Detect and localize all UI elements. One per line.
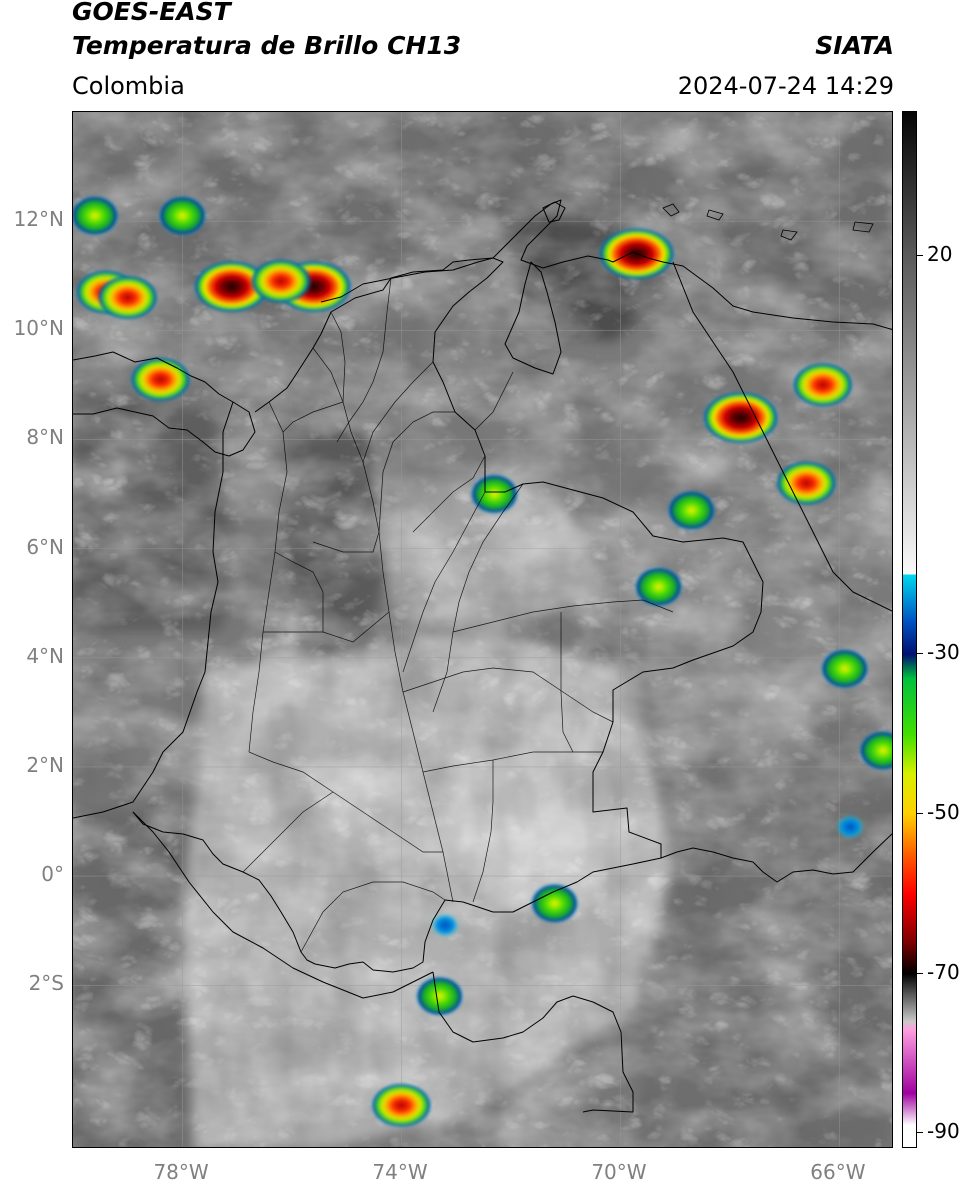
lon-tick-label-0: 78°W — [153, 1160, 209, 1184]
pacific-coastline — [73, 401, 234, 819]
island-bonaire — [780, 229, 798, 241]
lat-tick-label-1: 10°N — [13, 316, 64, 341]
colorbar-tick-label-2: -50 — [927, 799, 960, 824]
dept-border-21 — [312, 531, 380, 553]
colorbar-fill — [903, 112, 916, 1147]
dept-border-12 — [472, 760, 494, 903]
convective-cells — [73, 195, 892, 1128]
satellite-map[interactable] — [72, 111, 893, 1148]
lon-tick-label-3: 66°W — [810, 1160, 866, 1184]
colorbar-gradient — [903, 112, 916, 1147]
dept-border-16 — [242, 791, 334, 873]
dark-texture — [73, 112, 892, 1147]
caribbean-coastline — [320, 199, 892, 330]
dept-border-17 — [300, 881, 446, 953]
dept-border-5 — [362, 361, 434, 463]
source-label: SIATA — [815, 31, 894, 60]
panama-coastline — [73, 351, 256, 457]
dept-border-20 — [474, 371, 514, 431]
colorbar-tick-label-3: -70 — [927, 959, 960, 984]
venezuela-internal-border — [672, 261, 892, 612]
dept-border-13 — [560, 612, 574, 753]
lat-tick-label-4: 4°N — [26, 643, 64, 668]
convective-cell-15 — [158, 195, 207, 236]
map-canvas — [73, 112, 892, 1147]
convective-cell-16 — [73, 195, 119, 236]
colorbar-tick-1 — [917, 653, 923, 655]
dept-border-19 — [378, 411, 455, 533]
islands — [662, 203, 874, 241]
colorbar — [902, 111, 917, 1148]
dept-border-2 — [248, 401, 288, 753]
dept-border-7 — [412, 455, 486, 533]
island-aruba — [662, 203, 680, 217]
convective-cell-7 — [702, 391, 779, 444]
dept-border-4 — [282, 401, 344, 433]
graticule — [73, 112, 892, 1147]
lat-tick-label-5: 2°N — [26, 752, 64, 777]
peru-brazil-border — [432, 971, 634, 1113]
dept-border-1 — [312, 347, 454, 903]
datetime-label: 2024-07-24 14:29 — [677, 72, 894, 100]
convective-cell-9 — [776, 461, 837, 506]
lon-tick-label-1: 74°W — [372, 1160, 428, 1184]
venezuela-brazil-border — [660, 833, 892, 883]
convective-cell-20 — [859, 730, 892, 771]
dept-border-10 — [402, 667, 614, 723]
colombia-border — [132, 257, 764, 973]
lat-tick-label-3: 6°N — [26, 534, 64, 559]
lon-tick-label-2: 70°W — [591, 1160, 647, 1184]
product-title: Temperatura de Brillo CH13 — [72, 31, 462, 60]
dept-border-6 — [402, 491, 486, 673]
colorbar-tick-label-0: 20 — [927, 241, 953, 266]
colorbar-tick-label-1: -30 — [927, 640, 960, 665]
island-curacao — [706, 209, 724, 221]
dept-border-9 — [452, 599, 674, 633]
convective-cell-4 — [97, 275, 158, 320]
convective-cell-10 — [371, 1083, 432, 1128]
region-label: Colombia — [72, 72, 185, 100]
dept-border-18 — [330, 311, 346, 403]
colorbar-tick-4 — [917, 1132, 923, 1134]
convective-cell-8 — [792, 362, 853, 407]
island-margarita — [852, 221, 874, 233]
colorbar-tick-label-4: -90 — [927, 1119, 960, 1144]
colorbar-tick-2 — [917, 812, 923, 814]
colorbar-tick-3 — [917, 972, 923, 974]
boundaries — [73, 199, 892, 1113]
convective-cell-17 — [470, 474, 519, 515]
convective-cell-21 — [836, 814, 865, 839]
convective-cell-18 — [667, 490, 716, 531]
paraguana-outline — [542, 201, 566, 223]
dept-border-11 — [422, 751, 603, 773]
convective-cell-2 — [250, 259, 311, 304]
convective-cell-1 — [193, 260, 270, 313]
convective-cell-5 — [130, 357, 191, 402]
lat-tick-label-7: 2°S — [28, 971, 64, 996]
convective-cell-19 — [431, 913, 460, 938]
convective-cell-13 — [820, 648, 869, 689]
dept-border-15 — [248, 751, 443, 853]
colorbar-tick-0 — [917, 254, 923, 256]
ecuador-peru-border — [132, 811, 434, 999]
lat-tick-label-6: 0° — [41, 862, 64, 887]
convective-cell-11 — [530, 883, 579, 924]
dept-border-3 — [336, 277, 392, 443]
lat-tick-label-0: 12°N — [13, 207, 64, 232]
lat-tick-label-2: 8°N — [26, 425, 64, 450]
convective-cell-14 — [634, 566, 683, 607]
satellite-title: GOES-EAST — [72, 0, 231, 26]
department-borders — [242, 277, 674, 953]
convective-cell-12 — [415, 976, 464, 1017]
lake-maracaibo-outline — [504, 261, 562, 375]
dept-border-8 — [432, 483, 524, 713]
dept-border-22 — [274, 551, 324, 632]
